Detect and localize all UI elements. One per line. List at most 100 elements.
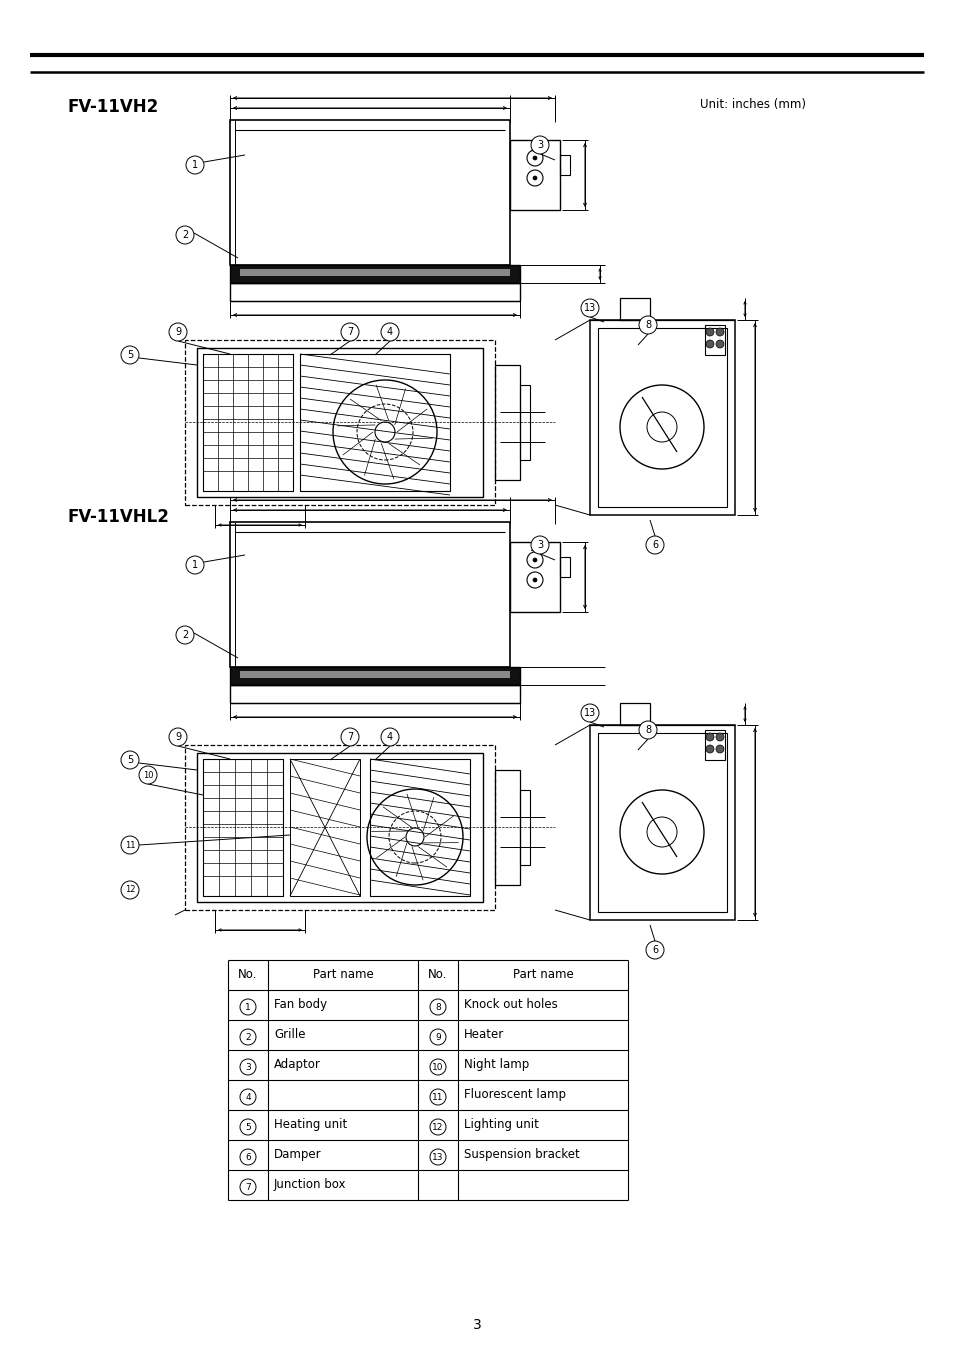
Circle shape [121, 751, 139, 768]
Text: 3: 3 [245, 1062, 251, 1072]
Circle shape [430, 1089, 446, 1105]
Text: Fan body: Fan body [274, 998, 327, 1011]
Circle shape [175, 625, 193, 644]
Bar [619, 298, 649, 319]
Bar [495, 365, 519, 480]
Text: 8: 8 [644, 319, 650, 330]
Circle shape [169, 324, 187, 341]
Circle shape [240, 999, 255, 1015]
Circle shape [705, 745, 713, 754]
Text: Junction box: Junction box [274, 1178, 346, 1192]
Circle shape [380, 728, 398, 745]
Text: 5: 5 [127, 350, 133, 360]
Text: 9: 9 [435, 1033, 440, 1042]
Bar [519, 386, 530, 460]
Circle shape [533, 177, 537, 181]
Text: 10: 10 [143, 771, 153, 779]
Circle shape [430, 1119, 446, 1135]
Bar [510, 140, 559, 210]
Circle shape [340, 728, 358, 745]
Text: 13: 13 [583, 303, 596, 313]
Bar [196, 754, 482, 902]
Circle shape [240, 1029, 255, 1045]
Bar [230, 283, 519, 301]
Text: 12: 12 [432, 1123, 443, 1131]
Text: 6: 6 [245, 1153, 251, 1162]
Text: 1: 1 [245, 1003, 251, 1011]
Bar [704, 731, 724, 760]
Circle shape [716, 745, 723, 754]
Bar [589, 319, 734, 515]
Text: FV-11VHL2: FV-11VHL2 [68, 508, 170, 526]
Bar [290, 759, 359, 896]
Text: Grille: Grille [274, 1029, 305, 1041]
Text: 6: 6 [651, 945, 658, 954]
Bar [370, 759, 470, 896]
Circle shape [645, 941, 663, 958]
Bar [299, 355, 450, 491]
Circle shape [430, 1060, 446, 1074]
Circle shape [240, 1089, 255, 1105]
Circle shape [139, 766, 157, 785]
Text: 1: 1 [192, 160, 198, 170]
Circle shape [531, 537, 548, 554]
Circle shape [240, 1119, 255, 1135]
Text: 7: 7 [245, 1182, 251, 1192]
Circle shape [121, 836, 139, 855]
Circle shape [340, 324, 358, 341]
Bar [559, 557, 569, 577]
Text: No.: No. [428, 968, 447, 981]
Circle shape [240, 1148, 255, 1165]
Bar [559, 155, 569, 175]
Text: 1: 1 [192, 559, 198, 570]
Bar [185, 745, 495, 910]
Bar [230, 685, 519, 704]
Text: 2: 2 [245, 1033, 251, 1042]
Text: 12: 12 [125, 886, 135, 895]
Circle shape [705, 340, 713, 348]
Circle shape [716, 733, 723, 741]
Circle shape [430, 1029, 446, 1045]
Bar [519, 790, 530, 865]
Bar [230, 522, 510, 667]
Text: 4: 4 [387, 328, 393, 337]
Text: Heater: Heater [463, 1029, 504, 1041]
Circle shape [186, 156, 204, 174]
Circle shape [580, 299, 598, 317]
Text: 5: 5 [245, 1123, 251, 1131]
Bar [230, 120, 510, 266]
Circle shape [531, 136, 548, 154]
Bar [510, 542, 559, 612]
Circle shape [121, 882, 139, 899]
Bar [230, 266, 519, 283]
Circle shape [705, 733, 713, 741]
Circle shape [645, 537, 663, 554]
Circle shape [533, 156, 537, 160]
Bar [589, 725, 734, 919]
Text: 4: 4 [245, 1092, 251, 1101]
Text: 7: 7 [347, 328, 353, 337]
Text: 2: 2 [182, 630, 188, 640]
Bar [185, 340, 495, 506]
Bar [704, 325, 724, 355]
Bar [196, 348, 482, 497]
Text: 7: 7 [347, 732, 353, 741]
Text: 3: 3 [472, 1318, 481, 1332]
Bar [240, 671, 510, 678]
Circle shape [240, 1060, 255, 1074]
Bar [203, 355, 293, 491]
Text: Knock out holes: Knock out holes [463, 998, 558, 1011]
Bar [230, 667, 519, 685]
Circle shape [175, 226, 193, 244]
Text: Fluorescent lamp: Fluorescent lamp [463, 1088, 565, 1101]
Text: Adaptor: Adaptor [274, 1058, 320, 1072]
Circle shape [240, 1180, 255, 1194]
Circle shape [430, 1148, 446, 1165]
Circle shape [186, 555, 204, 574]
Circle shape [716, 328, 723, 336]
Text: 9: 9 [174, 732, 181, 741]
Circle shape [380, 324, 398, 341]
Text: 11: 11 [125, 841, 135, 849]
Text: Heating unit: Heating unit [274, 1117, 347, 1131]
Text: 6: 6 [651, 541, 658, 550]
